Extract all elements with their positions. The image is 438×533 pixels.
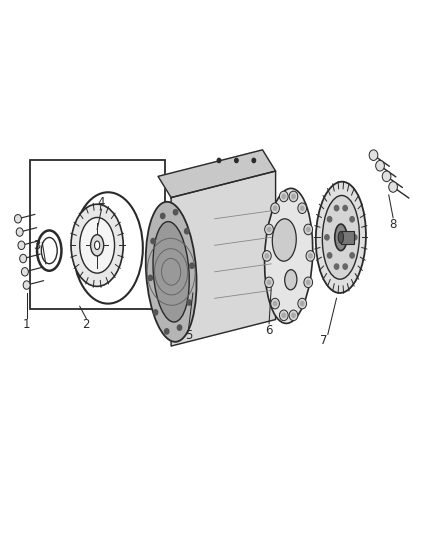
Circle shape	[334, 205, 339, 211]
Circle shape	[300, 206, 304, 211]
Circle shape	[252, 158, 255, 163]
Circle shape	[292, 195, 295, 199]
Circle shape	[23, 281, 30, 289]
Circle shape	[350, 253, 354, 258]
Circle shape	[325, 235, 329, 240]
Circle shape	[350, 216, 354, 222]
Circle shape	[265, 254, 268, 258]
Circle shape	[190, 263, 194, 269]
Circle shape	[307, 280, 310, 285]
Circle shape	[177, 325, 182, 330]
Ellipse shape	[316, 182, 366, 293]
Text: 3: 3	[33, 239, 41, 252]
Ellipse shape	[80, 217, 115, 273]
Ellipse shape	[91, 235, 104, 256]
Circle shape	[153, 310, 158, 315]
Ellipse shape	[153, 222, 189, 322]
Text: 6: 6	[265, 324, 273, 337]
Circle shape	[273, 206, 277, 211]
Text: 7: 7	[320, 334, 327, 347]
Polygon shape	[171, 171, 276, 346]
Circle shape	[271, 203, 279, 214]
Circle shape	[306, 251, 315, 261]
Circle shape	[300, 302, 304, 306]
Ellipse shape	[285, 270, 297, 290]
Bar	[341, 231, 354, 244]
Circle shape	[282, 195, 286, 199]
Text: 8: 8	[389, 217, 397, 231]
Circle shape	[173, 209, 178, 215]
Circle shape	[187, 300, 191, 305]
Circle shape	[309, 254, 312, 258]
Ellipse shape	[322, 196, 360, 279]
Circle shape	[165, 329, 169, 334]
Ellipse shape	[71, 204, 123, 286]
Circle shape	[334, 264, 339, 269]
Circle shape	[273, 302, 277, 306]
Ellipse shape	[272, 219, 296, 261]
Circle shape	[369, 150, 378, 160]
Circle shape	[376, 160, 385, 171]
Circle shape	[307, 227, 310, 231]
Circle shape	[382, 171, 391, 182]
Ellipse shape	[146, 202, 197, 342]
Circle shape	[235, 158, 238, 163]
Circle shape	[151, 238, 155, 244]
Circle shape	[262, 251, 271, 261]
Circle shape	[343, 264, 347, 269]
Circle shape	[282, 313, 286, 318]
Circle shape	[343, 205, 347, 211]
Circle shape	[328, 253, 332, 258]
Ellipse shape	[265, 188, 313, 324]
Circle shape	[217, 158, 221, 163]
Circle shape	[148, 275, 152, 280]
Circle shape	[265, 277, 273, 288]
Text: 4: 4	[98, 196, 105, 209]
Ellipse shape	[335, 224, 347, 251]
Circle shape	[267, 280, 271, 285]
Bar	[30, 160, 165, 309]
Circle shape	[289, 310, 298, 321]
Circle shape	[21, 268, 28, 276]
Text: 1: 1	[23, 318, 30, 332]
Circle shape	[298, 203, 307, 214]
Circle shape	[292, 313, 295, 318]
Polygon shape	[158, 150, 276, 198]
Circle shape	[304, 224, 313, 235]
Circle shape	[279, 191, 288, 202]
Circle shape	[298, 298, 307, 309]
Circle shape	[184, 229, 189, 234]
Circle shape	[18, 241, 25, 249]
Ellipse shape	[41, 238, 57, 264]
Circle shape	[271, 298, 279, 309]
Circle shape	[14, 215, 21, 223]
Circle shape	[267, 227, 271, 231]
Ellipse shape	[95, 241, 100, 249]
Circle shape	[161, 213, 165, 219]
Circle shape	[389, 182, 397, 192]
Ellipse shape	[338, 231, 343, 243]
Text: 5: 5	[185, 329, 192, 342]
Circle shape	[289, 191, 298, 202]
Text: 2: 2	[82, 318, 90, 332]
Circle shape	[265, 224, 273, 235]
Circle shape	[304, 277, 313, 288]
Circle shape	[353, 235, 357, 240]
Circle shape	[279, 310, 288, 321]
Circle shape	[20, 254, 27, 263]
Circle shape	[16, 228, 23, 236]
Circle shape	[328, 216, 332, 222]
